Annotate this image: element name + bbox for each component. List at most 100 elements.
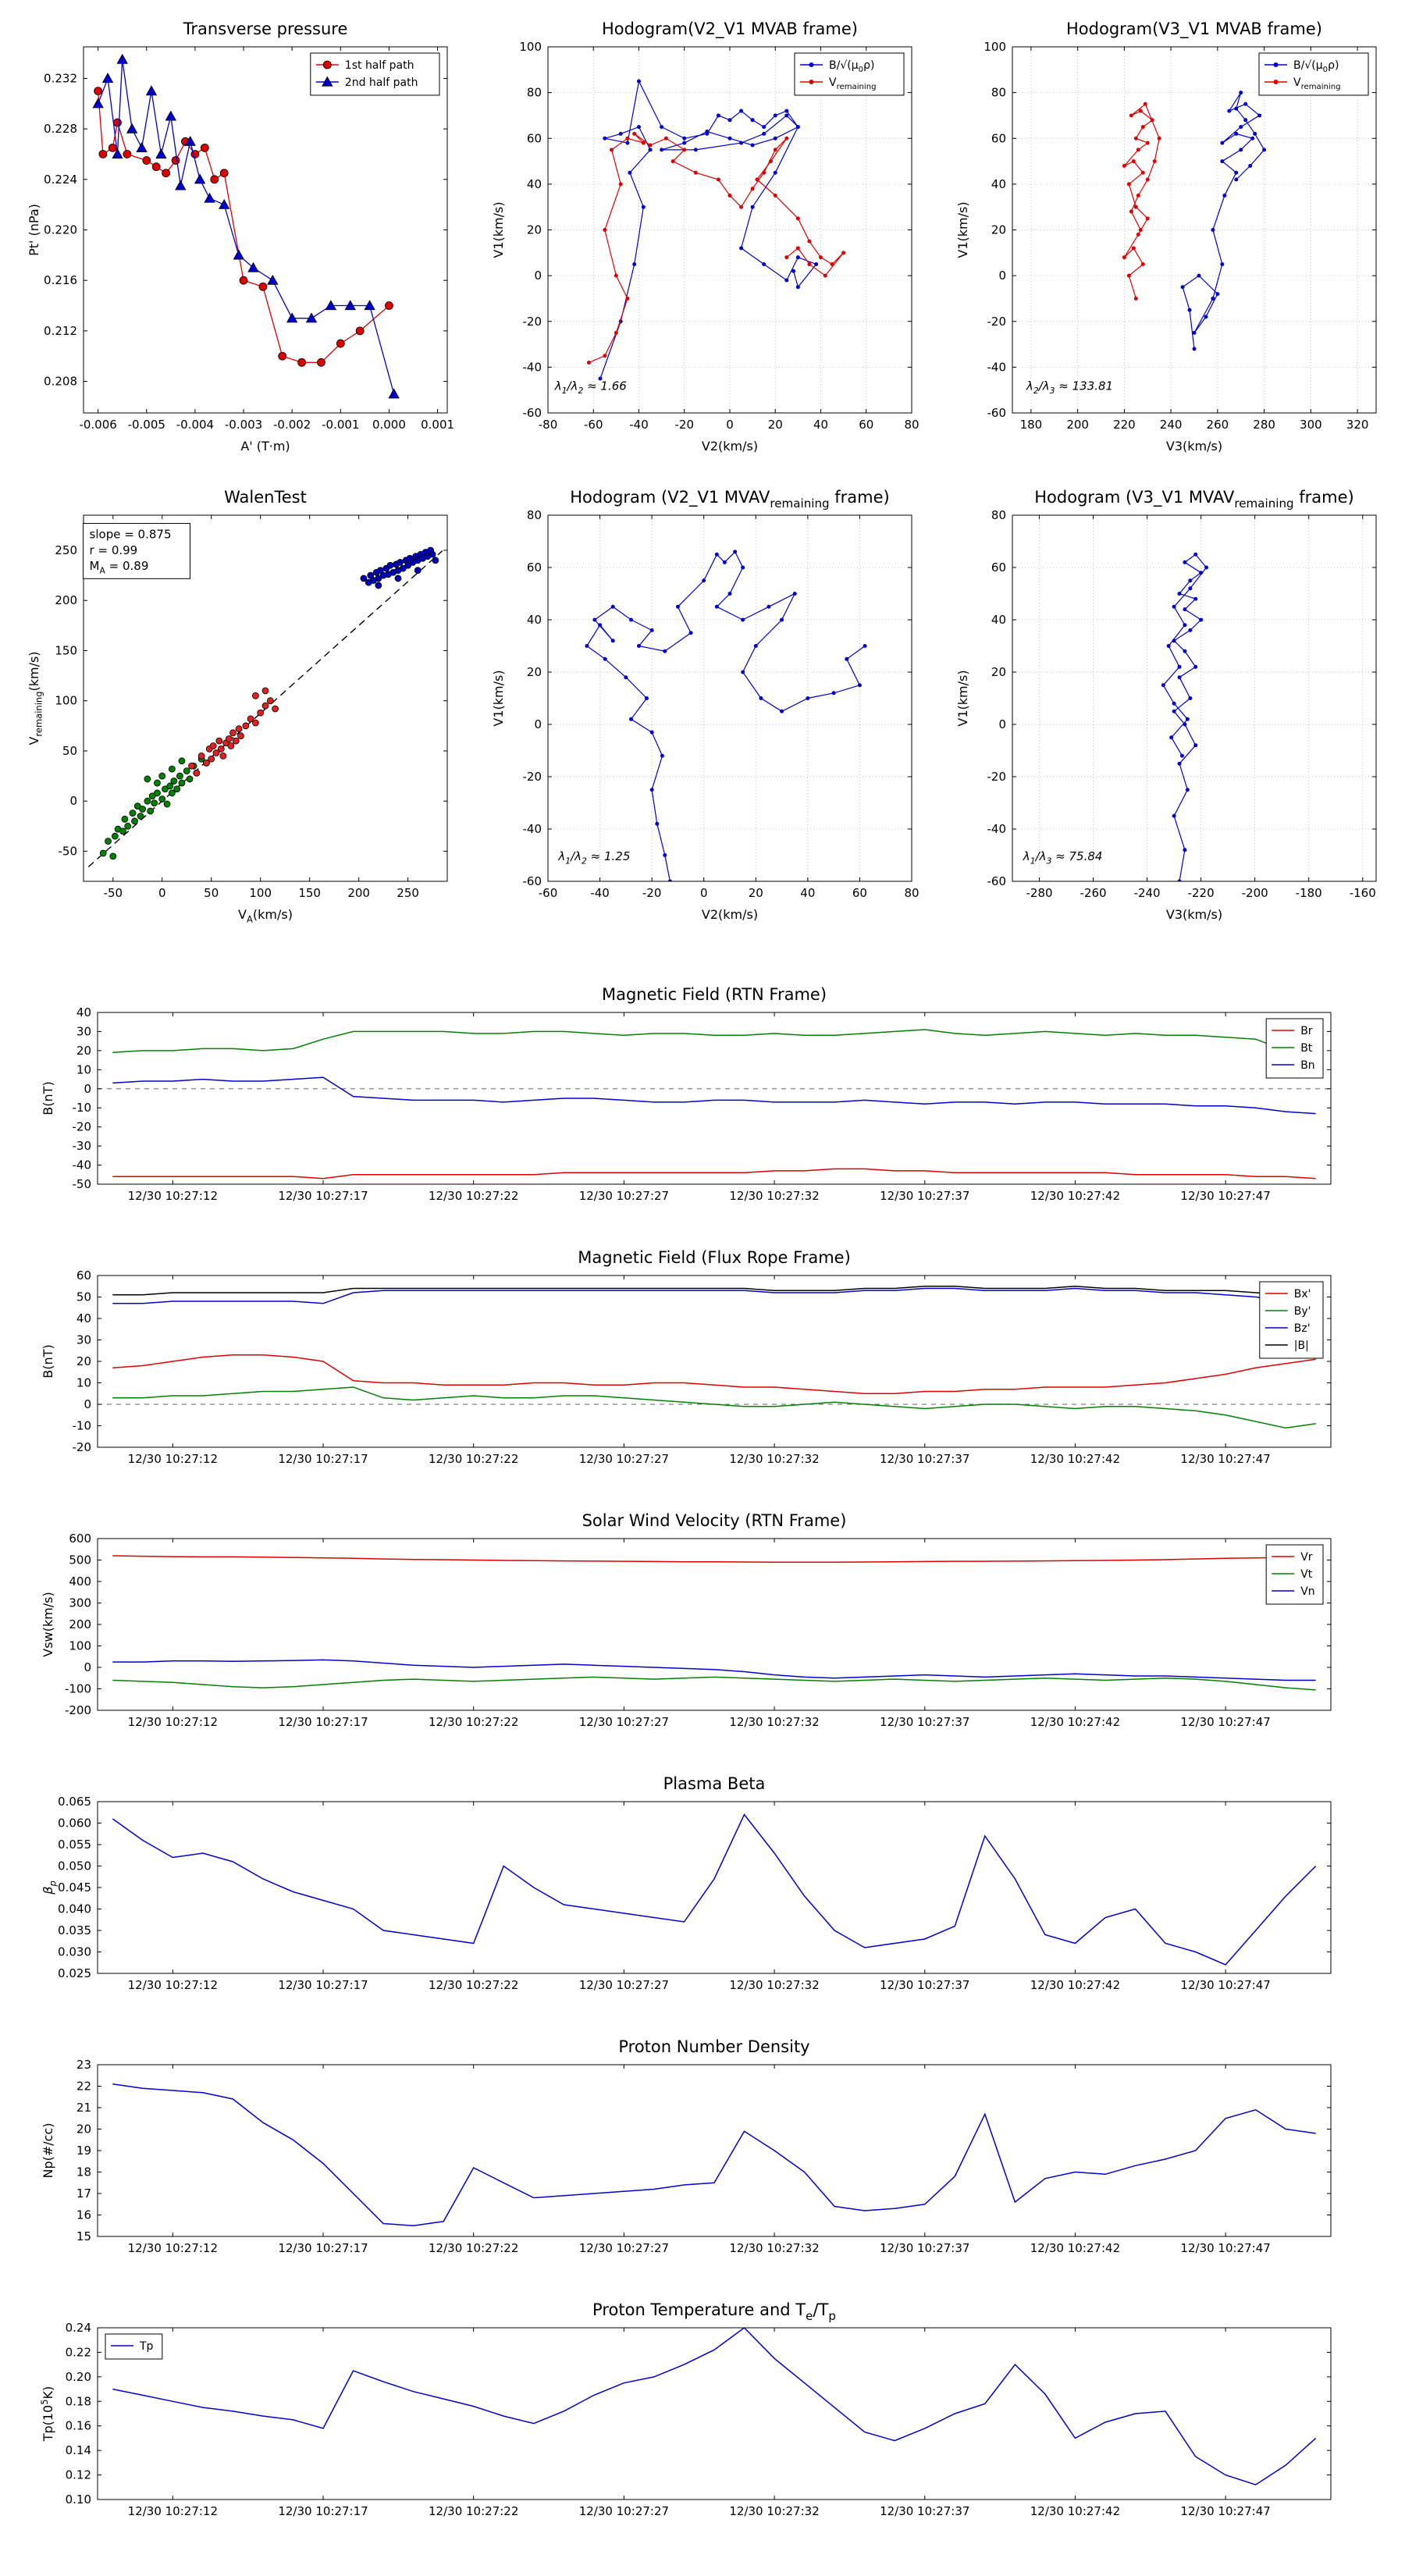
svg-text:60: 60 bbox=[527, 131, 542, 145]
svg-text:12/30 10:27:42: 12/30 10:27:42 bbox=[1030, 1978, 1120, 1992]
svg-text:0.220: 0.220 bbox=[44, 223, 77, 237]
svg-text:0.18: 0.18 bbox=[66, 2394, 91, 2408]
svg-text:20: 20 bbox=[527, 223, 542, 237]
svg-text:-40: -40 bbox=[987, 822, 1007, 836]
svg-text:200: 200 bbox=[347, 886, 370, 900]
svg-text:Bt: Bt bbox=[1300, 1042, 1313, 1055]
svg-text:16: 16 bbox=[76, 2208, 91, 2222]
svg-text:-100: -100 bbox=[65, 1682, 91, 1696]
svg-text:B(nT): B(nT) bbox=[41, 1344, 55, 1378]
svg-text:12/30 10:27:27: 12/30 10:27:27 bbox=[579, 1978, 669, 1992]
svg-text:λ1​/λ2​ ≈ 1.66: λ1​/λ2​ ≈ 1.66 bbox=[554, 379, 627, 396]
svg-text:-60: -60 bbox=[539, 886, 558, 900]
svg-text:B/√(μ0​ρ): B/√(μ0​ρ) bbox=[829, 59, 874, 74]
svg-text:-60: -60 bbox=[523, 406, 542, 420]
svg-text:Hodogram (V2_V1 MVAVremaining​: Hodogram (V2_V1 MVAVremaining​ frame) bbox=[570, 488, 890, 511]
svg-text:1st half path: 1st half path bbox=[345, 59, 414, 72]
svg-text:60: 60 bbox=[76, 1268, 91, 1283]
svg-text:Transverse pressure: Transverse pressure bbox=[183, 20, 348, 38]
svg-text:60: 60 bbox=[527, 560, 542, 575]
svg-text:-0.003: -0.003 bbox=[225, 418, 262, 432]
svg-text:A' (T·m): A' (T·m) bbox=[240, 439, 290, 454]
svg-text:12/30 10:27:12: 12/30 10:27:12 bbox=[128, 1189, 218, 1203]
svg-text:Vremaining​: Vremaining​ bbox=[1293, 76, 1341, 91]
svg-text:V1(km/s): V1(km/s) bbox=[955, 201, 970, 258]
svg-text:40: 40 bbox=[76, 1311, 91, 1325]
svg-text:Np(#/cc): Np(#/cc) bbox=[41, 2123, 55, 2179]
svg-text:0: 0 bbox=[998, 269, 1006, 283]
chart-solar-wind-velocity: 12/30 10:27:12 12/30 10:27:17 12/30 10:27:… bbox=[16, 1506, 1389, 1756]
svg-text:12/30 10:27:47: 12/30 10:27:47 bbox=[1180, 1189, 1270, 1203]
svg-text:400: 400 bbox=[69, 1574, 91, 1589]
svg-text:MA​ = 0.89: MA​ = 0.89 bbox=[90, 559, 149, 575]
svg-text:V2(km/s): V2(km/s) bbox=[702, 439, 758, 454]
svg-text:-50: -50 bbox=[73, 1177, 92, 1191]
svg-text:-20: -20 bbox=[642, 886, 662, 900]
svg-text:0.001: 0.001 bbox=[421, 418, 454, 432]
svg-text:100: 100 bbox=[55, 694, 77, 708]
svg-text:-30: -30 bbox=[73, 1139, 92, 1153]
magnetic-field-fluxrope-plot: 12/30 10:27:12 12/30 10:27:17 12/30 10:27:… bbox=[41, 1248, 1332, 1466]
svg-text:-50: -50 bbox=[104, 886, 123, 900]
svg-text:-60: -60 bbox=[987, 874, 1007, 888]
svg-text:12/30 10:27:42: 12/30 10:27:42 bbox=[1030, 2241, 1120, 2255]
svg-text:220: 220 bbox=[1113, 418, 1136, 432]
svg-text:-10: -10 bbox=[73, 1419, 92, 1433]
svg-text:-20: -20 bbox=[523, 770, 542, 784]
svg-text:0.208: 0.208 bbox=[44, 375, 77, 389]
svg-text:-40: -40 bbox=[523, 822, 542, 836]
svg-text:600: 600 bbox=[69, 1532, 91, 1546]
svg-text:Hodogram (V3_V1 MVAVremaining​: Hodogram (V3_V1 MVAVremaining​ frame) bbox=[1034, 488, 1354, 511]
svg-text:23: 23 bbox=[76, 2058, 91, 2072]
svg-text:-60: -60 bbox=[523, 874, 542, 888]
svg-text:12/30 10:27:27: 12/30 10:27:27 bbox=[579, 1189, 669, 1203]
svg-text:12/30 10:27:22: 12/30 10:27:22 bbox=[429, 1978, 518, 1992]
svg-text:B(nT): B(nT) bbox=[41, 1081, 55, 1115]
svg-text:30: 30 bbox=[76, 1024, 91, 1038]
hodogram-v3v1-mvav-plot: -280 -260 -240 -220 -200 -180 -160-60-40-20020… bbox=[955, 488, 1377, 922]
svg-text:12/30 10:27:17: 12/30 10:27:17 bbox=[278, 1452, 368, 1466]
svg-text:12/30 10:27:22: 12/30 10:27:22 bbox=[429, 2241, 518, 2255]
svg-text:Pt' (nPa): Pt' (nPa) bbox=[27, 204, 41, 256]
svg-text:0: 0 bbox=[700, 886, 708, 900]
svg-text:15: 15 bbox=[76, 2229, 91, 2243]
svg-text:slope = 0.875: slope = 0.875 bbox=[90, 528, 172, 542]
svg-text:12/30 10:27:17: 12/30 10:27:17 bbox=[278, 2241, 368, 2255]
svg-text:12/30 10:27:37: 12/30 10:27:37 bbox=[880, 1715, 969, 1729]
svg-text:Bx': Bx' bbox=[1294, 1288, 1311, 1300]
svg-text:0.050: 0.050 bbox=[58, 1859, 91, 1873]
svg-text:-40: -40 bbox=[629, 418, 649, 432]
svg-text:-50: -50 bbox=[59, 844, 78, 858]
svg-text:20: 20 bbox=[991, 223, 1006, 237]
svg-text:λ2​/λ3​ ≈ 133.81: λ2​/λ3​ ≈ 133.81 bbox=[1026, 379, 1113, 396]
svg-text:12/30 10:27:22: 12/30 10:27:22 bbox=[429, 1715, 518, 1729]
svg-text:-0.002: -0.002 bbox=[273, 418, 311, 432]
svg-text:-240: -240 bbox=[1134, 886, 1161, 900]
svg-text:80: 80 bbox=[527, 86, 542, 100]
svg-text:80: 80 bbox=[991, 86, 1006, 100]
svg-text:0: 0 bbox=[726, 418, 734, 432]
svg-text:Vn: Vn bbox=[1300, 1585, 1314, 1598]
svg-text:-80: -80 bbox=[539, 418, 558, 432]
svg-text:12/30 10:27:47: 12/30 10:27:47 bbox=[1180, 2504, 1270, 2518]
svg-text:50: 50 bbox=[62, 744, 77, 758]
svg-text:0: 0 bbox=[158, 886, 166, 900]
svg-text:260: 260 bbox=[1207, 418, 1229, 432]
svg-text:12/30 10:27:32: 12/30 10:27:32 bbox=[729, 2504, 819, 2518]
svg-text:0: 0 bbox=[84, 1082, 91, 1096]
svg-text:Magnetic Field (RTN Frame): Magnetic Field (RTN Frame) bbox=[602, 985, 827, 1004]
svg-text:0.216: 0.216 bbox=[44, 273, 77, 287]
svg-text:0.055: 0.055 bbox=[58, 1838, 91, 1852]
svg-text:12/30 10:27:12: 12/30 10:27:12 bbox=[128, 1452, 218, 1466]
svg-text:0: 0 bbox=[534, 717, 542, 731]
svg-text:-0.001: -0.001 bbox=[322, 418, 359, 432]
svg-text:-180: -180 bbox=[1296, 886, 1322, 900]
walen-test-plot: -50 0 50 100 150 200 250 -50 0 50 100 150 200 250 Wale… bbox=[27, 488, 448, 924]
svg-text:10: 10 bbox=[76, 1376, 91, 1390]
chart-hodogram-v3v1-mvab: 180 200 220 240 260 280 300 320 -60 -40 -20 0 20 40 60… bbox=[941, 9, 1393, 466]
proton-density-plot: 12/30 10:27:12 12/30 10:27:17 12/30 10:27:… bbox=[41, 2037, 1332, 2255]
svg-text:100: 100 bbox=[984, 40, 1006, 54]
svg-text:-40: -40 bbox=[73, 1158, 92, 1172]
svg-text:200: 200 bbox=[69, 1617, 91, 1631]
